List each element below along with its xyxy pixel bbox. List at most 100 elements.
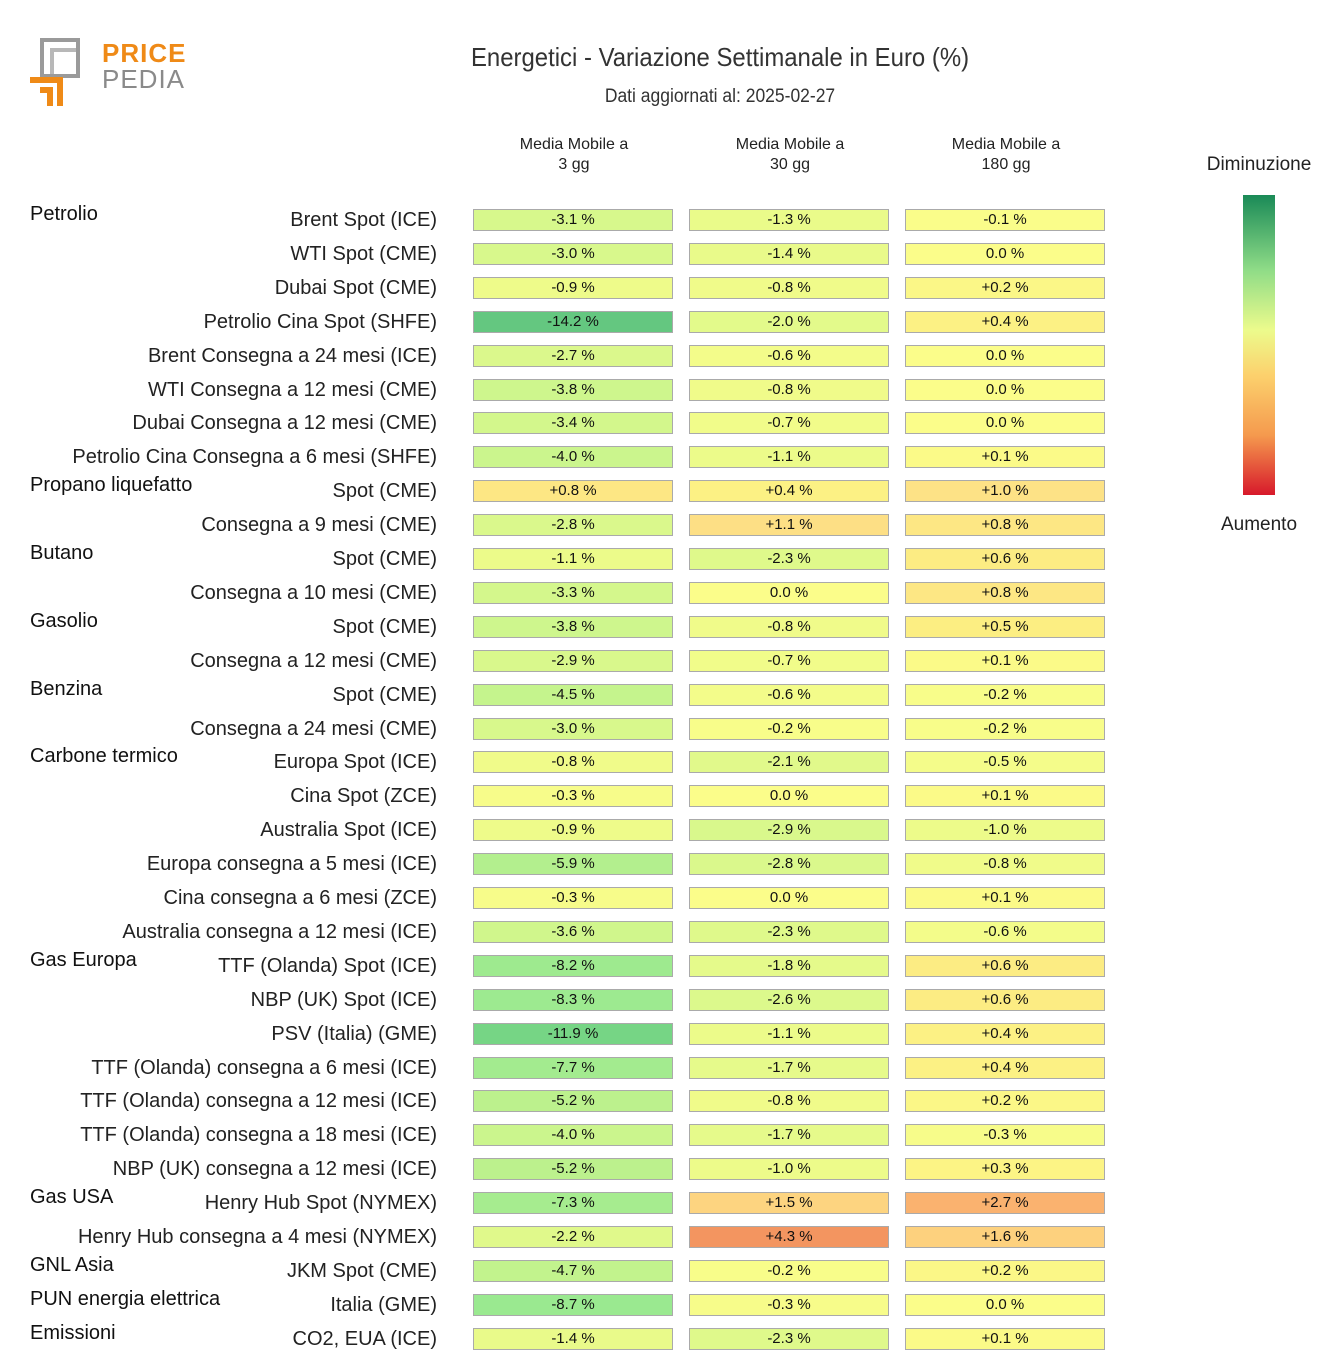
row-label: NBP (UK) Spot (ICE)	[250, 988, 437, 1011]
row-label: TTF (Olanda) consegna a 12 mesi (ICE)	[80, 1090, 437, 1113]
heatmap-cell: -2.2 %	[473, 1226, 673, 1248]
group-label: Carbone termico	[30, 745, 178, 768]
heatmap-cell: -4.0 %	[473, 1124, 673, 1147]
group-label: Petrolio	[30, 203, 98, 225]
heatmap-cell: -0.3 %	[473, 887, 673, 909]
heatmap-cell: 0.0 %	[689, 581, 889, 604]
heatmap-cell: -2.8 %	[689, 853, 889, 876]
heatmap-cell: 0.0 %	[905, 1293, 1105, 1316]
row-label: WTI Consegna a 12 mesi (CME)	[148, 378, 437, 401]
row-label: Cina Spot (ZCE)	[290, 785, 437, 808]
heatmap-cell: +1.0 %	[905, 480, 1105, 503]
row-label: JKM Spot (CME)	[286, 1259, 437, 1282]
row-label: Spot (CME)	[332, 683, 437, 706]
heatmap-cell: -2.8 %	[473, 514, 673, 537]
heatmap-cell: 0.0 %	[905, 242, 1105, 265]
heatmap-cell: +0.4 %	[905, 310, 1105, 333]
column-header-1: Media Mobile a 3 gg	[519, 136, 629, 173]
heatmap-cell: +0.8 %	[473, 480, 673, 503]
row-label: TTF (Olanda) Spot (ICE)	[218, 954, 437, 977]
group-label: Benzina	[30, 677, 103, 700]
heatmap-cell: -8.7 %	[473, 1293, 673, 1316]
row-label: Brent Consegna a 24 mesi (ICE)	[147, 344, 437, 367]
heatmap-cell: -1.8 %	[689, 954, 889, 977]
heatmap-cell: -0.8 %	[689, 276, 889, 299]
heatmap-cell: -5.2 %	[473, 1158, 673, 1181]
heatmap-cell: +0.8 %	[905, 581, 1105, 604]
row-label: Italia (GME)	[330, 1293, 437, 1316]
heatmap-cell: +0.2 %	[905, 276, 1105, 299]
row-label: Europa Spot (ICE)	[273, 751, 437, 774]
heatmap-cell: +0.2 %	[905, 1259, 1105, 1282]
heatmap-cell: 0.0 %	[905, 344, 1105, 367]
group-label: Propano liquefatto	[30, 474, 193, 497]
heatmap-cell: -0.3 %	[689, 1293, 889, 1316]
heatmap-cell: -0.9 %	[473, 819, 673, 842]
heatmap-cell: -5.2 %	[473, 1090, 673, 1113]
heatmap-cell: -0.3 %	[473, 785, 673, 808]
heatmap-cell: -4.7 %	[473, 1259, 673, 1282]
group-label: Gasolio	[30, 609, 98, 632]
heatmap-cell: -3.6 %	[473, 920, 673, 943]
row-label: Dubai Spot (CME)	[274, 276, 437, 299]
heatmap-cell: -14.2 %	[473, 310, 673, 333]
heatmap-cell: -3.0 %	[473, 717, 673, 740]
heatmap-cell: -0.6 %	[689, 344, 889, 367]
heatmap-cell: -2.3 %	[689, 1327, 889, 1350]
heatmap-cell: +0.1 %	[905, 649, 1105, 672]
row-label: Consegna a 24 mesi (CME)	[190, 717, 437, 740]
heatmap-cell: 0.0 %	[689, 785, 889, 808]
row-label: Europa consegna a 5 mesi (ICE)	[146, 853, 437, 876]
heatmap-cell: -1.1 %	[689, 1022, 889, 1045]
heatmap-cell: -2.3 %	[689, 548, 889, 570]
heatmap-cell: -0.2 %	[689, 717, 889, 740]
group-label: GNL Asia	[30, 1253, 114, 1276]
legend-increase-label: Aumento	[1220, 514, 1298, 535]
chart-title: Energetici - Variazione Settimanale in E…	[470, 42, 970, 72]
heatmap-cell: -3.3 %	[473, 581, 673, 604]
row-label: Spot (CME)	[332, 615, 437, 638]
logo-text-pedia: PEDIA	[102, 64, 186, 94]
heatmap-cell: -8.3 %	[473, 988, 673, 1011]
row-label: TTF (Olanda) consegna a 6 mesi (ICE)	[91, 1056, 437, 1079]
heatmap-cell: +0.4 %	[689, 480, 889, 503]
row-label: CO2, EUA (ICE)	[292, 1327, 437, 1350]
heatmap-cell: -1.1 %	[473, 548, 673, 570]
heatmap-cell: +1.1 %	[689, 514, 889, 537]
legend-decrease-label: Diminuzione	[1206, 154, 1312, 175]
row-label: Australia Spot (ICE)	[260, 819, 437, 842]
heatmap-cell: -0.8 %	[689, 615, 889, 638]
row-label: Dubai Consegna a 12 mesi (CME)	[132, 412, 437, 435]
group-label: Emissioni	[30, 1321, 116, 1344]
heatmap-cell: -7.3 %	[473, 1192, 673, 1215]
heatmap-cell: -1.4 %	[689, 242, 889, 265]
heatmap-cell: +2.7 %	[905, 1192, 1105, 1215]
heatmap-cell: +0.5 %	[905, 615, 1105, 638]
heatmap-cell: +0.2 %	[905, 1090, 1105, 1113]
heatmap-cell: -4.5 %	[473, 683, 673, 706]
heatmap-cell: -0.8 %	[473, 751, 673, 774]
heatmap-cell: -2.6 %	[689, 988, 889, 1011]
heatmap-cell: +1.6 %	[905, 1226, 1105, 1248]
heatmap-cell: -0.2 %	[689, 1259, 889, 1282]
row-label: Spot (CME)	[332, 548, 437, 570]
row-label: PSV (Italia) (GME)	[271, 1022, 437, 1045]
heatmap-cell: -0.3 %	[905, 1124, 1105, 1147]
row-label: TTF (Olanda) consegna a 18 mesi (ICE)	[80, 1124, 437, 1147]
heatmap-cell: +0.6 %	[905, 988, 1105, 1011]
pricepedia-logo: PRICE PEDIA	[30, 38, 190, 110]
heatmap-cell: -2.7 %	[473, 344, 673, 367]
heatmap-cell: 0.0 %	[689, 887, 889, 909]
column-header-2: Media Mobile a 30 gg	[735, 136, 845, 173]
heatmap-cell: -0.6 %	[905, 920, 1105, 943]
row-label: Brent Spot (ICE)	[290, 209, 437, 231]
row-label: Petrolio Cina Consegna a 6 mesi (SHFE)	[72, 446, 437, 469]
heatmap-cell: -2.0 %	[689, 310, 889, 333]
heatmap-cell: -3.4 %	[473, 412, 673, 435]
logo-mark-icon	[30, 38, 80, 106]
row-label: Australia consegna a 12 mesi (ICE)	[122, 920, 437, 943]
heatmap-cell: -1.1 %	[689, 446, 889, 469]
group-label: Gas Europa	[30, 948, 137, 971]
heatmap-cell: +1.5 %	[689, 1192, 889, 1215]
row-label: Consegna a 12 mesi (CME)	[190, 649, 437, 672]
